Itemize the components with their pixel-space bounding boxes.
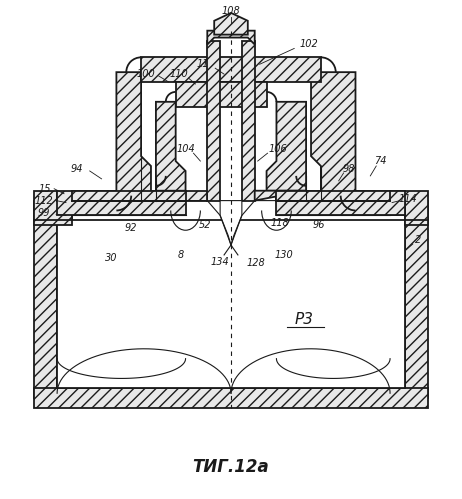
Text: 100: 100	[137, 69, 155, 79]
Polygon shape	[34, 191, 72, 221]
Polygon shape	[220, 201, 242, 245]
Polygon shape	[207, 30, 255, 44]
Polygon shape	[276, 191, 390, 201]
Polygon shape	[156, 191, 207, 201]
Text: 11: 11	[196, 59, 209, 69]
Text: 94: 94	[71, 164, 83, 174]
Text: 74: 74	[374, 156, 386, 166]
Text: 98: 98	[342, 164, 355, 174]
Text: 92: 92	[125, 223, 138, 233]
Text: 108: 108	[222, 6, 240, 16]
Polygon shape	[311, 72, 355, 196]
Polygon shape	[276, 191, 405, 216]
Polygon shape	[405, 221, 428, 398]
Text: 112: 112	[35, 196, 54, 206]
Text: 30: 30	[105, 253, 118, 263]
Polygon shape	[156, 102, 186, 191]
Polygon shape	[176, 82, 267, 107]
Text: 96: 96	[313, 220, 325, 231]
Polygon shape	[141, 57, 321, 82]
Text: 2: 2	[414, 235, 421, 245]
Polygon shape	[116, 72, 151, 196]
Polygon shape	[72, 191, 186, 201]
Polygon shape	[34, 388, 428, 408]
Polygon shape	[207, 40, 220, 201]
Text: 15: 15	[38, 184, 50, 194]
Polygon shape	[57, 221, 405, 388]
Text: 52: 52	[199, 220, 212, 231]
Polygon shape	[242, 40, 255, 201]
Polygon shape	[57, 191, 186, 216]
Polygon shape	[34, 201, 72, 225]
Text: 102: 102	[300, 39, 318, 49]
Polygon shape	[255, 191, 306, 201]
Polygon shape	[214, 13, 248, 34]
Polygon shape	[267, 102, 306, 191]
Text: 114: 114	[398, 194, 417, 204]
Text: 99: 99	[38, 209, 50, 219]
Polygon shape	[34, 221, 57, 398]
Polygon shape	[390, 201, 428, 225]
Text: 128: 128	[246, 258, 265, 268]
Text: 134: 134	[211, 257, 230, 267]
Text: 130: 130	[275, 250, 294, 260]
Text: 104: 104	[176, 144, 195, 154]
Polygon shape	[390, 191, 428, 221]
Text: 8: 8	[177, 250, 184, 260]
Text: P3: P3	[295, 312, 314, 327]
Text: ΤИГ.12a: ΤИГ.12a	[193, 459, 269, 477]
Text: 118: 118	[270, 219, 289, 229]
Text: 106: 106	[268, 144, 287, 154]
Text: 110: 110	[169, 69, 188, 79]
